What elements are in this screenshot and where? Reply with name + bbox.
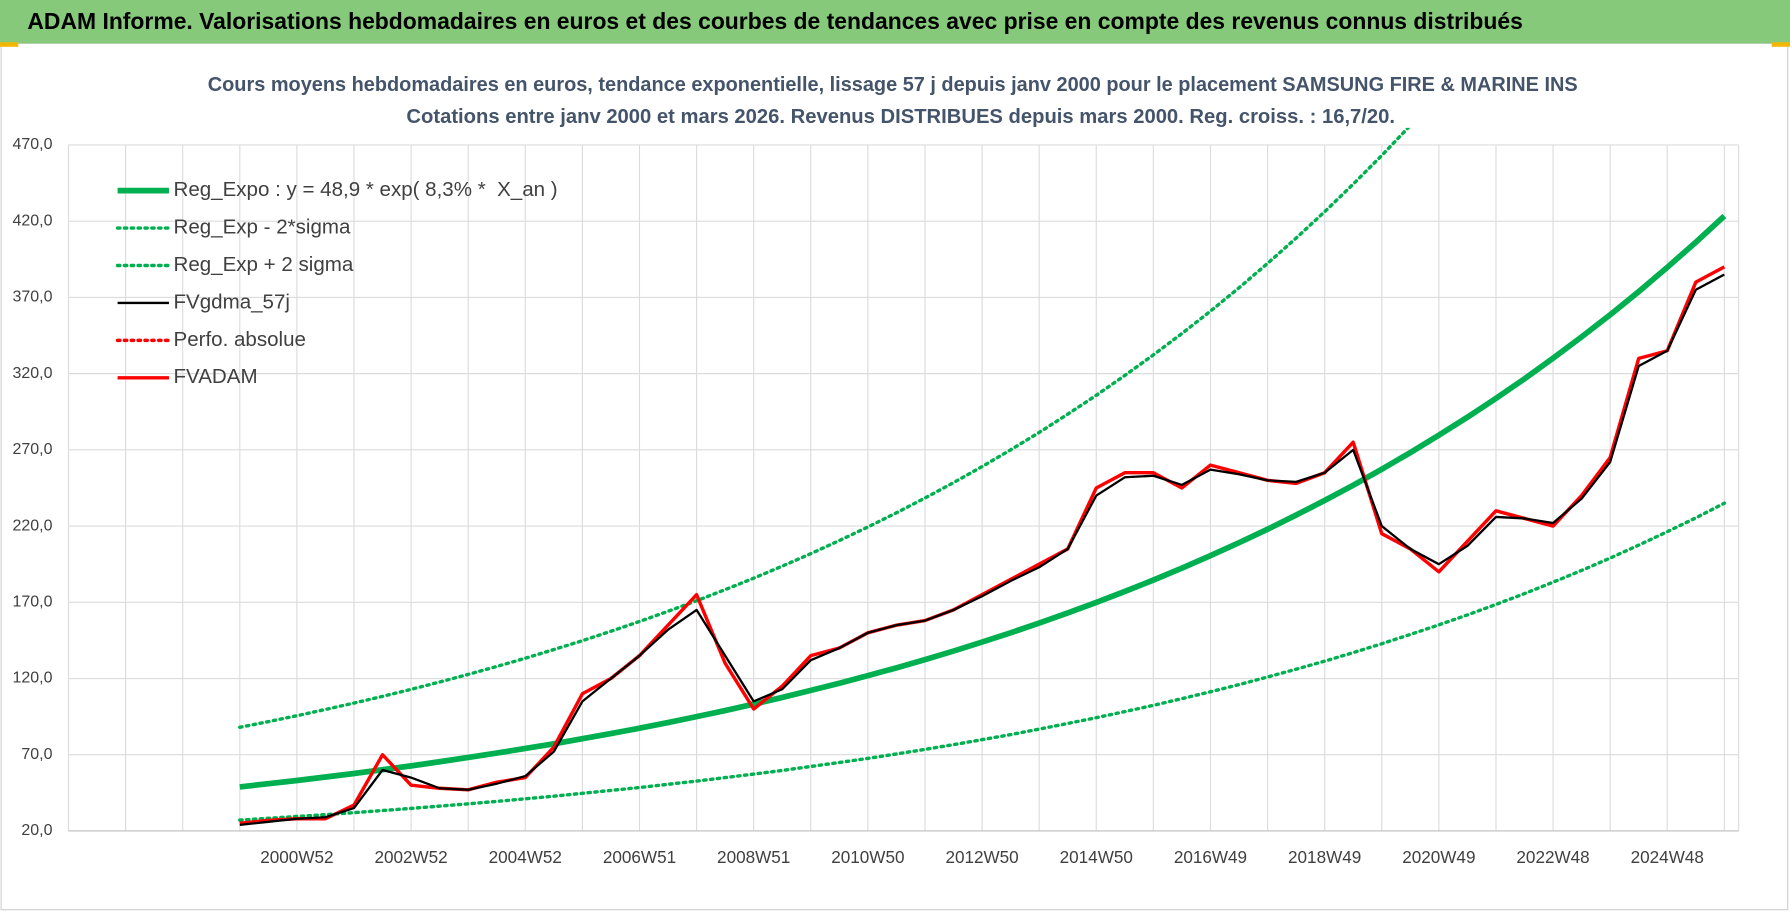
y-tick-label: 220,0 (13, 517, 53, 534)
x-tick-label: 2014W50 (1060, 848, 1133, 867)
series-line (238, 127, 1411, 730)
chart-subtitle: Cours moyens hebdomadaires en euros, ten… (208, 73, 1578, 96)
x-tick-label: 2024W48 (1631, 848, 1704, 867)
legend-label: Reg_Exp + 2 sigma (174, 253, 354, 276)
legend-label: FVADAM (174, 365, 258, 388)
x-tick-label: 2004W52 (489, 848, 562, 867)
y-tick-label: 120,0 (13, 670, 53, 687)
y-tick-label: 270,0 (13, 441, 53, 458)
legend-label: FVgdma_57j (174, 290, 290, 313)
legend-label: Reg_Expo : y = 48,9 * exp( 8,3% * X_an ) (174, 178, 558, 201)
axes: 20,0 70,0 120,0 170,0 220,0 270,0 320,0 370,0 42… (13, 136, 1739, 867)
y-tick-label: 70,0 (21, 746, 52, 763)
x-tick-label: 2016W49 (1174, 848, 1247, 867)
corner-mark (0, 42, 19, 47)
y-tick-label: 320,0 (13, 365, 53, 382)
x-tick-label: 2018W49 (1288, 848, 1361, 867)
legend-label: Perfo. absolue (174, 328, 306, 351)
x-tick-label: 2010W50 (831, 848, 904, 867)
plot-lines (238, 127, 1727, 826)
legend: Reg_Expo : y = 48,9 * exp( 8,3% * X_an )… (115, 178, 558, 388)
x-tick-label: 2006W51 (603, 848, 676, 867)
chart-subtitle: Cotations entre janv 2000 et mars 2026. … (406, 105, 1395, 128)
y-tick-label: 170,0 (13, 594, 53, 611)
x-tick-label: 2020W49 (1402, 848, 1475, 867)
y-tick-label: 20,0 (21, 822, 52, 839)
y-tick-label: 470,0 (13, 136, 53, 153)
legend-label: Reg_Exp - 2*sigma (174, 215, 351, 238)
series-line (238, 501, 1727, 822)
series-line (239, 213, 1727, 790)
x-tick-label: 2008W51 (717, 848, 790, 867)
y-tick-label: 370,0 (13, 289, 53, 306)
title-banner (0, 0, 1790, 44)
x-tick-label: 2022W48 (1516, 848, 1589, 867)
chart-title: ADAM Informe. Valorisations hebdomadaire… (27, 8, 1522, 34)
series-line (239, 273, 1725, 826)
x-tick-label: 2000W52 (260, 848, 333, 867)
corner-mark (1771, 42, 1790, 47)
x-tick-label: 2012W50 (945, 848, 1018, 867)
y-tick-label: 420,0 (13, 212, 53, 229)
x-tick-label: 2002W52 (374, 848, 447, 867)
